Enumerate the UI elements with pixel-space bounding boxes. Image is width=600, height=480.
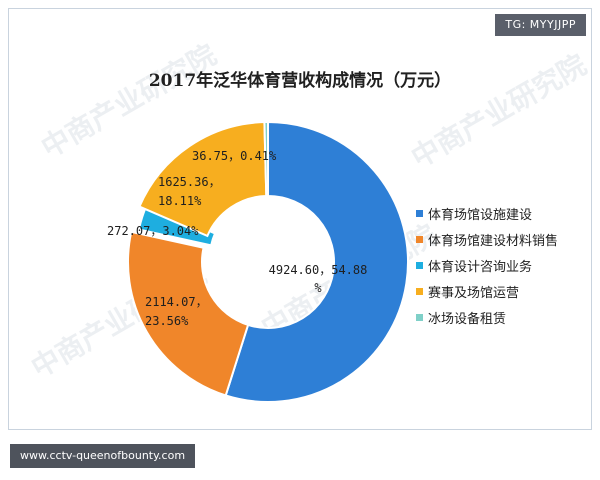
legend-label: 冰场设备租赁 [428,311,507,327]
footer-url: www.cctv-queenofbounty.com [10,444,196,468]
legend-label: 体育设计咨询业务 [428,259,533,275]
legend-label: 体育场馆建设材料销售 [428,233,559,249]
legend-item-event-operation: 赛事及场馆运营 [416,278,558,304]
legend: 体育场馆设施建设体育场馆建设材料销售 体育设计咨询业务 赛事及场馆运营 冰场设备租赁 [416,200,558,330]
legend-swatch [416,313,423,321]
data-label-event-operation: 1625.36， 18.11% [158,175,221,208]
data-label-design-consulting: 272.07，3.04% [107,224,199,238]
donut-chart: 4924.60，54.88 % 2114.07， 23.56% 272.07，3.04%… [107,120,409,403]
data-label-facility-construction: 4924.60，54.88% [269,263,368,295]
channel-tag: TG: MYYJJPP [495,14,586,36]
slice-event-operation [138,121,268,238]
slice-facility-construction [224,120,409,403]
legend-label: 体育场馆设施建设 [428,207,533,223]
legend-item-facility-construction: 体育场馆设施建设 [416,200,558,226]
data-label-material-sales: 2114.07， 23.56% [145,295,208,328]
data-label-rink-equipment-rental: 36.75，0.41% [192,149,277,163]
chart-title: 2017年泛华体育营收构成情况（万元） [148,71,452,91]
legend-item-material-sales: 体育场馆建设材料销售 [416,226,558,252]
legend-item-design-consulting: 体育设计咨询业务 [416,252,558,278]
legend-item-rink-equipment-rental: 冰场设备租赁 [416,304,558,330]
legend-swatch [416,209,423,217]
slice-material-sales [127,230,250,397]
slice-rink-equipment-rental [263,120,269,198]
legend-swatch [416,287,423,295]
legend-swatch [416,261,423,269]
legend-swatch [416,235,423,243]
legend-label: 赛事及场馆运营 [428,285,520,301]
